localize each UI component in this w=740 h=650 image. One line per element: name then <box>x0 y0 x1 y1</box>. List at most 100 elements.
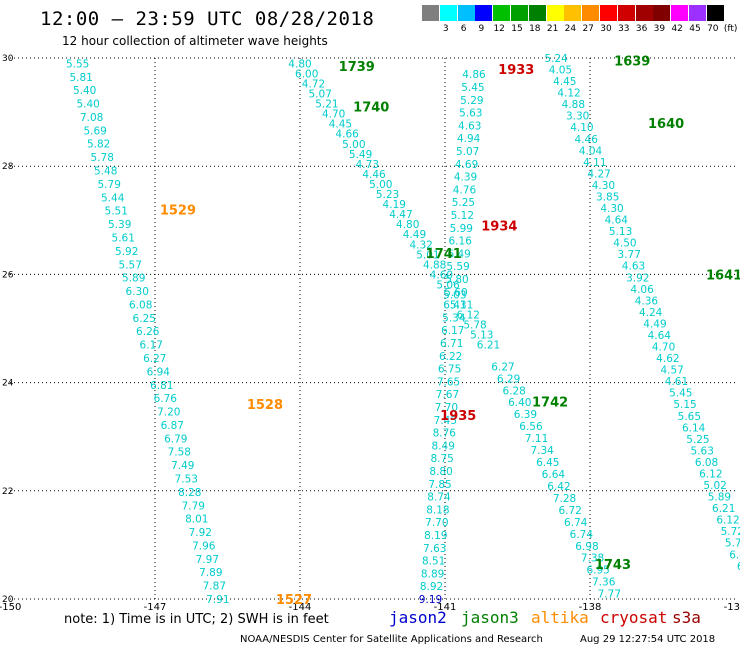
wave-height-value: 3.85 <box>596 191 619 203</box>
wave-height-value: 6.95 <box>586 565 609 577</box>
wave-height-value: 7.92 <box>189 527 212 539</box>
wave-height-value: 6.87 <box>161 420 184 432</box>
wave-height-value: 6.12 <box>457 310 480 322</box>
color-scale-label: 9 <box>478 24 485 34</box>
pass-time-label: 1640 <box>648 117 684 132</box>
pass-time-label: 1529 <box>160 203 196 218</box>
wave-height-value: 5.48 <box>94 166 117 178</box>
wave-height-value: 7.08 <box>80 112 103 124</box>
wave-height-value: 7.70 <box>425 517 448 529</box>
wave-height-value: 4.05 <box>549 65 572 77</box>
wave-height-value: 5.79 <box>98 179 121 191</box>
wave-height-value: 4.70 <box>322 109 345 121</box>
color-scale-label: 12 <box>493 24 505 34</box>
wave-height-value: 6.16 <box>449 236 473 248</box>
wave-height-value: 7.97 <box>196 554 219 566</box>
wave-height-value: 6.81 <box>150 380 173 392</box>
wave-height-value: 6.27 <box>143 353 166 365</box>
wave-height-value: 5.57 <box>119 259 142 271</box>
wave-height-value: 4.88 <box>423 259 446 271</box>
wave-height-value: 5.63 <box>691 445 714 457</box>
wave-height-value: 4.24 <box>639 307 663 319</box>
color-swatch <box>635 5 653 21</box>
wave-height-value: 6.14 <box>682 422 706 434</box>
wave-height-value: 4.10 <box>570 122 593 134</box>
color-swatch <box>457 5 475 21</box>
color-scale-label: 27 <box>582 24 594 34</box>
wave-height-value: 7.11 <box>525 433 548 445</box>
wave-height-value: 7.63 <box>423 543 446 555</box>
wave-height-value: 4.04 <box>579 145 603 157</box>
wave-height-value: 8.28 <box>178 487 201 499</box>
wave-height-value: 5.06 <box>436 279 460 291</box>
wave-height-value: 4.46 <box>575 134 599 146</box>
y-tick-label: 30 <box>2 54 14 64</box>
wave-height-value: 7.58 <box>168 447 191 459</box>
wave-height-value: 5.61 <box>112 232 135 244</box>
wave-height-value: 4.70 <box>652 342 675 354</box>
color-scale-label: 33 <box>618 24 630 34</box>
wave-height-value: 6.72 <box>558 505 581 517</box>
wave-height-value: 5.25 <box>452 197 475 209</box>
pass-time-label: 1935 <box>440 409 476 424</box>
y-tick-label: 28 <box>2 162 14 172</box>
wave-height-value: 6.21 <box>712 503 735 515</box>
color-scale-label: 70 <box>707 24 719 34</box>
wave-height-value: 5.59 <box>446 261 469 273</box>
wave-height-value: 6.27 <box>491 361 514 373</box>
wave-height-value: 4.49 <box>643 318 666 330</box>
wave-height-value: 8.74 <box>427 492 451 504</box>
wave-height-value: 4.06 <box>630 284 654 296</box>
pass-time-label: 1934 <box>481 220 517 235</box>
wave-height-value: 6.12 <box>699 468 722 480</box>
color-scale-label: 24 <box>564 24 577 34</box>
wave-height-value: 5.07 <box>456 146 479 158</box>
wave-height-value: 5.51 <box>105 206 128 218</box>
wave-height-value: 6.08 <box>129 299 152 311</box>
x-tick-label: -150 <box>0 602 21 613</box>
color-swatch <box>422 5 439 21</box>
wave-height-value: 5.92 <box>115 246 138 258</box>
wave-height-value: 4.27 <box>587 168 610 180</box>
wave-height-value: 5.15 <box>673 399 696 411</box>
wave-height-value: 8.80 <box>429 466 452 478</box>
wave-height-value: 6.39 <box>514 409 537 421</box>
color-swatch <box>511 5 528 21</box>
x-tick-label: -141 <box>434 602 457 613</box>
wave-height-value: 6.79 <box>164 433 187 445</box>
x-tick-label: -135 <box>724 602 740 613</box>
color-scale-label: (ft) <box>723 24 738 34</box>
wave-height-value: 6.45 <box>536 457 559 469</box>
wave-height-value: 5.55 <box>66 58 89 70</box>
color-swatch <box>671 5 689 21</box>
wave-height-value: 4.88 <box>562 99 585 111</box>
wave-height-value: 3.77 <box>618 249 641 261</box>
credit-text: NOAA/NESDIS Center for Satellite Applica… <box>240 634 543 645</box>
pass-time-label: 1933 <box>498 63 534 78</box>
wave-height-value: 4.72 <box>302 79 325 91</box>
wave-height-value: 4.80 <box>288 58 311 70</box>
footer-note: note: 1) Time is in UTC; 2) SWH is in fe… <box>64 612 329 627</box>
wave-height-value: 4.45 <box>553 76 576 88</box>
satellite-label-cryosat: cryosat <box>600 608 668 627</box>
wave-height-value: 5.78 <box>463 320 486 332</box>
y-tick-label: 22 <box>2 487 13 497</box>
wave-height-value: 5.34 <box>442 312 466 324</box>
wave-height-value: 5.99 <box>450 223 473 235</box>
wave-height-value: 5.21 <box>315 99 338 111</box>
wave-height-value: 4.60 <box>430 269 453 281</box>
wave-height-value: 7.96 <box>192 540 216 552</box>
wave-height-value: 4.11 <box>583 157 606 169</box>
wave-height-value: 6.75 <box>438 364 461 376</box>
wave-height-value: 5.78 <box>91 152 114 164</box>
wave-height-value: 5.12 <box>451 210 474 222</box>
wave-height-value: 4.45 <box>329 119 352 131</box>
satellite-label-jason3: jason3 <box>461 608 519 627</box>
wave-height-value: 5.77 <box>725 538 740 550</box>
pass-time-label: 1528 <box>247 398 283 413</box>
wave-height-value: 5.45 <box>669 388 692 400</box>
wave-height-value: 6.12 <box>716 515 739 527</box>
wave-height-value: 4.46 <box>362 169 386 181</box>
wave-height-value: 7.53 <box>175 473 198 485</box>
wave-height-value: 5.63 <box>459 108 482 120</box>
